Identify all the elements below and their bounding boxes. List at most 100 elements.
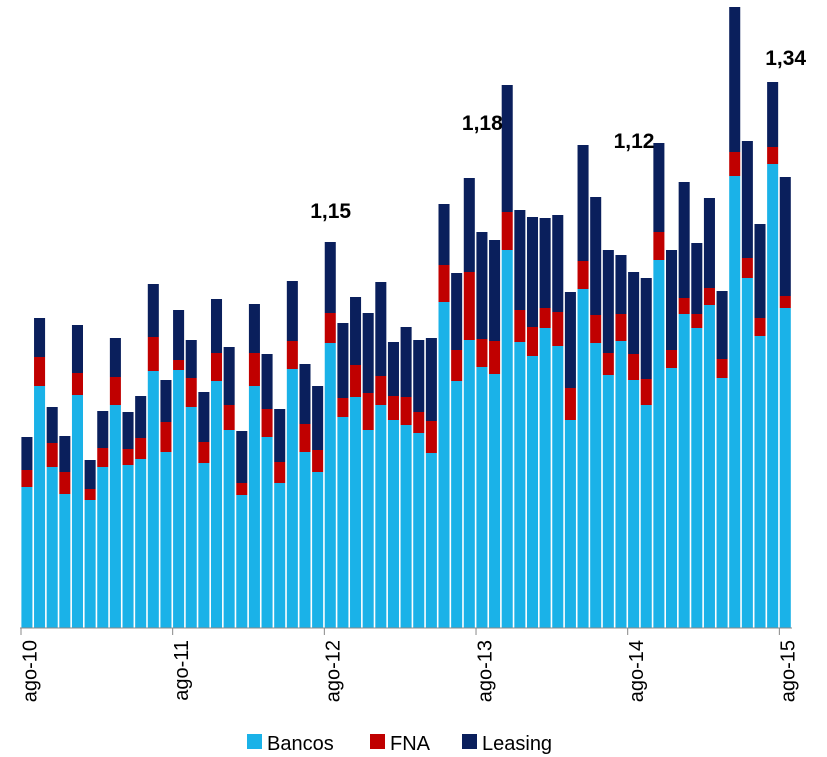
- bar-segment: [210, 353, 223, 381]
- bar-segment: [653, 232, 665, 260]
- bar-segment: [350, 397, 362, 628]
- bar-segment: [476, 339, 488, 367]
- bar-segment: [501, 212, 513, 250]
- bar-segment: [59, 436, 71, 472]
- bar-segment: [299, 364, 311, 424]
- bar-segment: [767, 164, 779, 628]
- bar-segment: [21, 487, 33, 628]
- bar-segment: [173, 370, 185, 628]
- bar-segment: [463, 272, 475, 340]
- bar-segment: [501, 250, 513, 628]
- bar-segment: [552, 346, 564, 628]
- bar-segment: [552, 312, 564, 346]
- bar-segment: [640, 379, 652, 405]
- bar-segment: [754, 336, 766, 628]
- bar-segment: [754, 224, 766, 318]
- bar-segment: [691, 328, 703, 628]
- bar-segment: [109, 405, 121, 628]
- bar-segment: [312, 386, 324, 450]
- bar-segment: [46, 443, 58, 467]
- bar-segment: [173, 360, 185, 370]
- bar-segment: [350, 365, 362, 397]
- bar-segment: [425, 338, 437, 421]
- bar-segment: [666, 368, 678, 628]
- bar-segment: [451, 350, 463, 381]
- bar-segment: [539, 218, 551, 308]
- bar-segment: [703, 305, 715, 628]
- x-tick-label: ago-10: [19, 640, 41, 702]
- bar-segment: [248, 353, 260, 386]
- bar-segment: [274, 409, 286, 462]
- bar-segment: [122, 449, 134, 465]
- bar-segment: [185, 378, 197, 407]
- bar-segment: [223, 405, 235, 430]
- bar-segment: [387, 342, 399, 396]
- bar-segment: [779, 296, 791, 308]
- bar-segment: [476, 232, 488, 339]
- bar-segment: [703, 198, 715, 288]
- bar-segment: [84, 489, 96, 500]
- bar-segment: [628, 354, 640, 380]
- bar-segment: [236, 495, 248, 628]
- bar-segment: [71, 373, 83, 395]
- bar-segment: [210, 381, 223, 628]
- bar-segment: [564, 420, 576, 628]
- bar-segment: [514, 310, 526, 342]
- bar-segment: [628, 272, 640, 354]
- bar-segment: [236, 483, 248, 495]
- bar-segment: [552, 215, 564, 312]
- bar-segment: [463, 178, 475, 272]
- bar-segment: [59, 494, 71, 628]
- bar-segment: [615, 341, 627, 628]
- bar-segment: [185, 340, 197, 378]
- bar-segment: [34, 357, 46, 386]
- bar-segment: [286, 369, 298, 628]
- bar-segment: [779, 308, 791, 628]
- bar-segment: [489, 240, 501, 341]
- annotation: 1,15: [310, 200, 351, 223]
- bar-segment: [261, 354, 273, 409]
- bar-segment: [577, 289, 589, 628]
- bar-segment: [362, 313, 374, 393]
- bar-segment: [312, 472, 324, 628]
- bar-segment: [324, 313, 336, 343]
- annotation: 1,12: [614, 130, 655, 153]
- bar-segment: [678, 182, 690, 298]
- bar-segment: [767, 82, 779, 147]
- bar-segment: [691, 314, 703, 328]
- bar-segment: [84, 460, 96, 489]
- bar-segment: [286, 281, 298, 341]
- bar-segment: [577, 261, 589, 289]
- bar-segment: [653, 143, 665, 232]
- bar-segment: [451, 381, 463, 628]
- bar-segment: [741, 278, 753, 628]
- bar-segment: [438, 204, 450, 265]
- legend-label: Leasing: [482, 733, 552, 755]
- bar-segment: [135, 459, 147, 628]
- bar-segment: [539, 328, 551, 628]
- bar-segment: [716, 359, 728, 378]
- bar-segment: [438, 265, 450, 302]
- bar-segment: [716, 378, 728, 628]
- bar-segment: [71, 395, 83, 628]
- bar-segment: [400, 327, 412, 397]
- bar-segment: [362, 393, 374, 430]
- bar-segment: [97, 448, 109, 467]
- bar-segment: [489, 341, 501, 374]
- bar-segment: [286, 341, 298, 369]
- bar-segment: [375, 405, 387, 628]
- bar-segment: [539, 308, 551, 328]
- bar-segment: [666, 250, 678, 350]
- bar-segment: [135, 396, 147, 438]
- bar-segment: [602, 353, 614, 375]
- bar-segment: [564, 292, 576, 388]
- bar-segment: [590, 343, 602, 628]
- bar-segment: [21, 470, 33, 487]
- legend-swatch: [370, 734, 385, 749]
- x-tick-label: ago-11: [171, 640, 193, 701]
- bar-segment: [564, 388, 576, 420]
- bar-segment: [526, 217, 539, 327]
- bar-segment: [312, 450, 324, 472]
- x-tick-label: ago-15: [778, 640, 800, 702]
